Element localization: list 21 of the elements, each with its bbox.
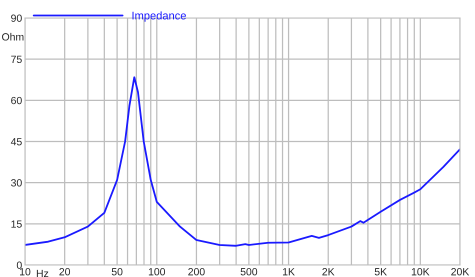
x-tick-label: 5K — [374, 268, 387, 276]
x-axis-title: Hz — [36, 270, 48, 277]
x-tick-label: 100 — [148, 268, 166, 276]
x-tick-label: 50 — [112, 268, 122, 276]
x-tick-label: 20K — [451, 268, 470, 276]
y-tick-label: 90 — [11, 14, 22, 22]
text: Impedance — [132, 11, 186, 22]
x-tick-label: 1K — [282, 268, 295, 276]
y-tick-label: 0 — [16, 262, 22, 269]
x-tick-label: 10 — [20, 268, 30, 276]
y-tick-label: 30 — [11, 179, 22, 187]
y-tick-label: 45 — [10, 138, 22, 146]
x-tick-label: 2K — [322, 268, 334, 276]
y-tick-label: 60 — [11, 96, 22, 104]
y-axis-title: Ohm — [2, 32, 24, 41]
x-tick-label: 200 — [188, 268, 205, 276]
x-tick-label: 10K — [412, 268, 430, 276]
y-tick-label: 75 — [11, 56, 22, 64]
x-tick-label: 20 — [59, 268, 70, 276]
y-tick-label: 15 — [11, 220, 22, 228]
x-tick-label: 500 — [240, 268, 258, 276]
